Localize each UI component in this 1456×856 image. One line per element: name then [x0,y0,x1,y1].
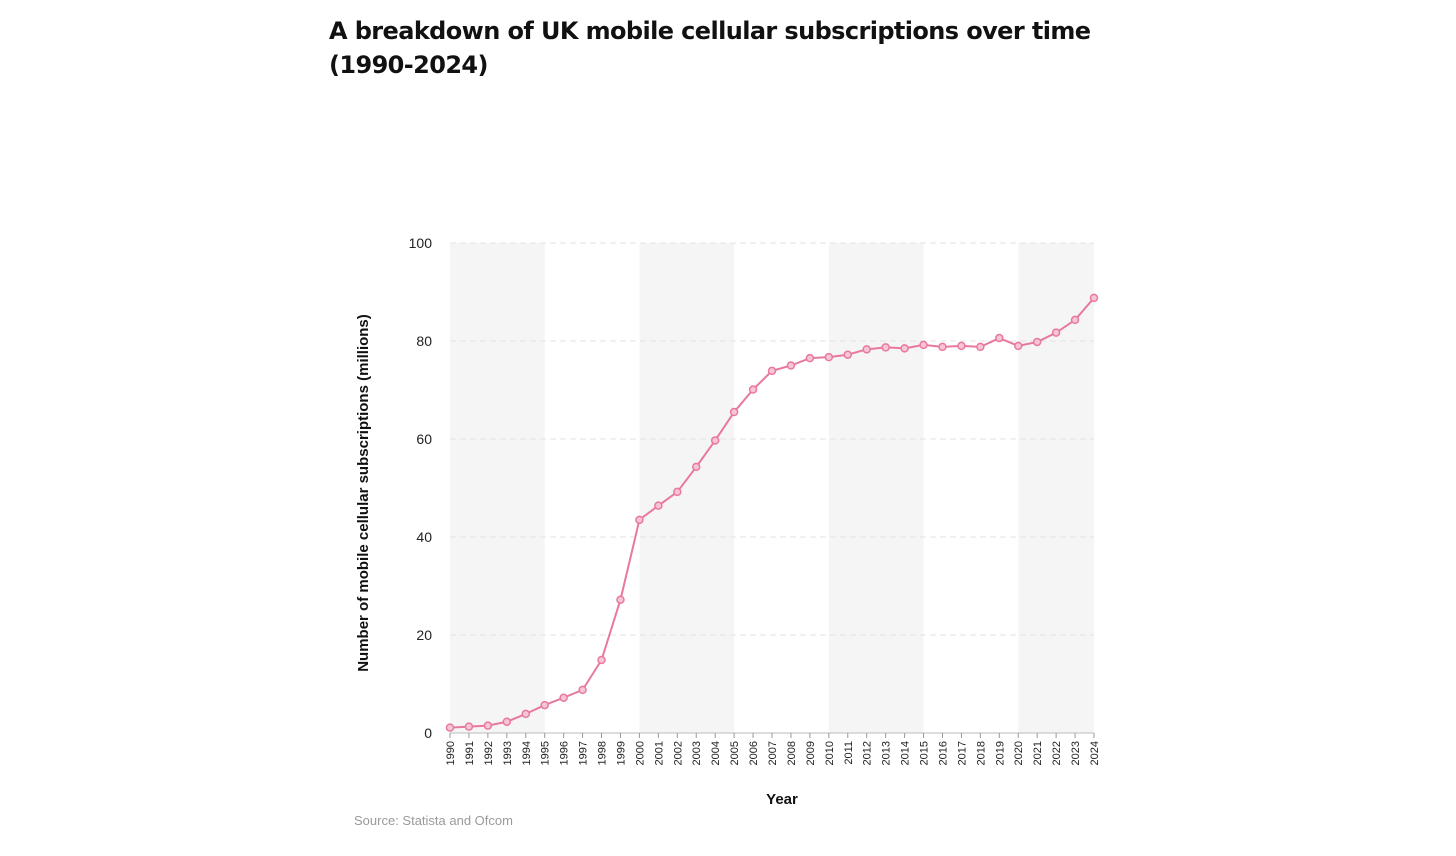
x-tick-label: 2001 [653,741,665,765]
data-point [938,342,947,352]
x-tick-label: 2005 [729,741,741,765]
data-point [502,717,512,726]
y-axis-label: Number of mobile cellular subscriptions … [355,314,372,672]
data-point [976,342,985,352]
x-tick-label: 2021 [1032,741,1044,765]
data-point [710,436,720,445]
data-point [862,345,871,354]
x-tick-label: 2009 [805,741,817,765]
x-tick-label: 2024 [1089,741,1101,765]
x-tick-label: 1997 [578,741,590,765]
page-title: A breakdown of UK mobile cellular subscr… [329,17,1091,79]
data-point [1070,315,1080,325]
x-tick-label: 2002 [672,741,684,765]
background-band [450,243,545,733]
data-point [521,709,531,719]
x-tick-label: 2013 [881,741,893,765]
data-point [957,341,966,351]
x-tick-label: 2012 [862,741,874,765]
data-point [919,340,928,350]
x-tick-label: 2020 [1013,741,1025,765]
data-point [654,501,663,510]
x-tick-label: 2004 [710,741,722,765]
x-tick-label: 2010 [824,741,836,765]
data-point [900,344,909,353]
x-tick-label: 2006 [748,741,760,765]
x-axis-label: Year [766,791,798,808]
x-tick-label: 2019 [994,741,1006,765]
x-axis-ticks: 1990 1991 1992 1993 1994 1995 1996 1997 1998 1999… [445,733,1101,765]
y-tick-label: 100 [409,235,433,251]
grid-lines [450,242,1094,734]
data-point [748,385,758,394]
x-tick-label: 1995 [540,741,552,765]
y-tick-label: 40 [416,529,432,545]
y-tick-label: 60 [416,431,432,447]
y-axis-ticks: 0 20 40 60 80 100 [409,235,433,741]
data-point [1051,328,1061,337]
data-point [824,352,834,362]
x-tick-label: 2015 [919,741,931,765]
data-point [445,723,455,732]
x-tick-label: 1990 [445,741,457,765]
x-tick-label: 2022 [1051,741,1063,765]
background-band [639,243,735,733]
x-tick-label: 1996 [559,741,571,765]
y-tick-label: 20 [416,627,432,643]
series-line [449,297,1095,729]
data-point [786,361,796,370]
y-tick-label: 0 [424,725,432,741]
data-point [995,333,1004,343]
x-tick-label: 1998 [597,741,609,765]
data-point [616,595,625,604]
y-tick-label: 80 [416,333,432,349]
x-tick-label: 2018 [975,741,987,765]
x-tick-label: 2016 [937,741,949,765]
x-tick-label: 2011 [843,741,855,765]
data-point [691,462,701,472]
x-tick-label: 2007 [767,741,779,765]
data-point [597,655,606,665]
background-band [828,243,924,733]
data-point [729,407,739,417]
data-point [559,693,568,702]
data-points [445,293,1099,732]
data-point [1013,341,1023,351]
x-tick-label: 2003 [691,741,703,765]
x-tick-label: 1992 [483,741,495,765]
x-tick-label: 2023 [1070,741,1082,765]
data-point [767,366,777,376]
data-point [805,353,815,363]
data-point [578,685,587,695]
data-point [635,515,644,525]
data-point [540,700,549,710]
x-tick-label: 1994 [521,741,533,765]
x-tick-label: 2014 [900,741,912,765]
data-point [483,721,493,730]
data-point [1032,337,1042,347]
source-note: Source: Statista and Ofcom [354,813,513,828]
x-tick-label: 1999 [615,741,627,765]
data-point [881,343,890,352]
data-point [843,350,853,359]
data-point [464,722,474,731]
x-tick-label: 2000 [634,741,646,765]
data-point [673,487,682,497]
data-point [1089,293,1099,303]
x-tick-label: 1993 [502,741,514,765]
x-tick-label: 2008 [786,741,798,765]
background-bands [450,243,1094,733]
x-tick-label: 2017 [956,741,968,765]
x-tick-label: 1991 [464,741,476,765]
background-band [1018,243,1094,733]
